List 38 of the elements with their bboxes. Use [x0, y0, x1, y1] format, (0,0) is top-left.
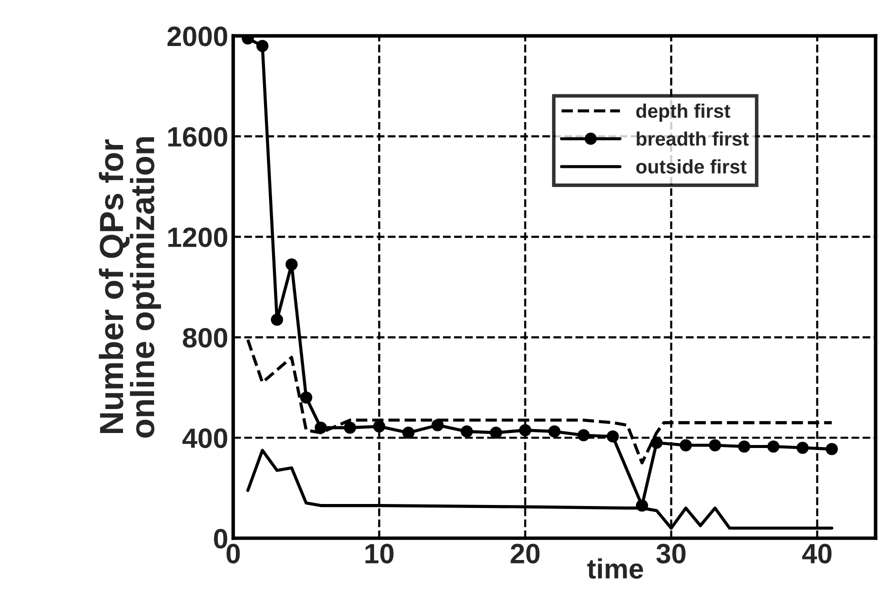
- y-tick-label: 800: [182, 328, 228, 348]
- point: [650, 436, 663, 449]
- point: [270, 314, 284, 326]
- x-tick-label: 0: [226, 544, 240, 564]
- point: [767, 440, 780, 453]
- y-tick-label: 1600: [168, 127, 228, 147]
- legend-label: breadth first: [636, 131, 749, 146]
- point: [548, 425, 560, 438]
- point: [738, 440, 750, 453]
- point: [490, 426, 502, 439]
- y-axis-title: Number of QPs for online optimization: [98, 137, 161, 438]
- point: [460, 425, 473, 438]
- point: [680, 439, 692, 452]
- point: [432, 419, 444, 432]
- x-tick-label: 20: [510, 544, 540, 564]
- point: [796, 442, 809, 454]
- point: [286, 258, 298, 271]
- legend-label: outside first: [636, 159, 746, 174]
- x-tick-label: 10: [366, 544, 394, 564]
- point: [373, 420, 386, 433]
- y-tick-label: 0: [214, 528, 228, 549]
- point: [344, 422, 356, 434]
- y-tick-label: 1200: [168, 227, 228, 248]
- legend-label: depth first: [636, 104, 730, 122]
- point: [256, 40, 268, 52]
- x-axis-title: time: [587, 558, 644, 579]
- y-tick-label: 400: [182, 428, 228, 448]
- point: [519, 424, 532, 436]
- point: [402, 426, 414, 439]
- point: [300, 391, 312, 404]
- x-tick-label: 30: [656, 544, 686, 564]
- point: [826, 442, 838, 456]
- point: [314, 422, 327, 434]
- y-tick-label: 2000: [168, 26, 228, 46]
- point: [606, 430, 619, 443]
- x-tick-label: 40: [802, 544, 832, 564]
- point: [578, 429, 590, 442]
- point: [708, 439, 722, 452]
